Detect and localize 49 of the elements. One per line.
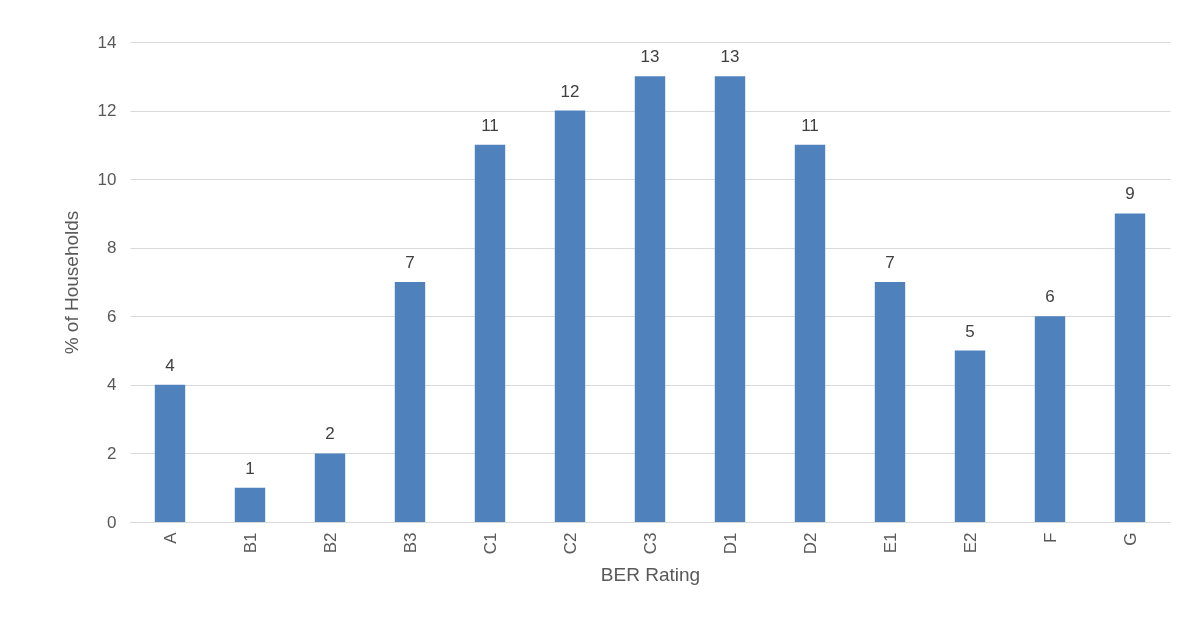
y-tick-label: 4 bbox=[107, 375, 117, 395]
bar bbox=[1034, 316, 1066, 522]
x-axis-title: BER Rating bbox=[600, 564, 701, 586]
bar bbox=[234, 487, 266, 522]
data-label: 9 bbox=[1125, 184, 1135, 204]
bar bbox=[554, 110, 586, 522]
x-tick-label: G bbox=[1120, 532, 1140, 546]
bar bbox=[154, 384, 186, 522]
data-label: 5 bbox=[965, 321, 975, 341]
x-tick-label: C1 bbox=[480, 532, 500, 555]
data-label: 1 bbox=[245, 458, 255, 478]
y-tick-label: 10 bbox=[97, 169, 117, 189]
x-tick-label: E1 bbox=[880, 532, 900, 554]
x-tick-label: E2 bbox=[960, 532, 980, 554]
data-label: 7 bbox=[405, 253, 415, 272]
bar bbox=[394, 282, 426, 522]
bar bbox=[954, 350, 986, 522]
x-tick-label: C2 bbox=[560, 532, 580, 555]
bar bbox=[714, 76, 746, 522]
data-label: 2 bbox=[325, 424, 335, 444]
x-tick-label: D2 bbox=[800, 532, 820, 555]
bar bbox=[1114, 213, 1146, 522]
y-tick-label: 8 bbox=[107, 238, 117, 258]
y-tick-label: 14 bbox=[97, 32, 117, 52]
data-label: 6 bbox=[1045, 287, 1055, 307]
x-tick-label: A bbox=[160, 531, 180, 544]
x-tick-label: B2 bbox=[320, 532, 340, 554]
x-tick-label: D1 bbox=[720, 532, 740, 555]
x-tick-label: C3 bbox=[640, 532, 660, 555]
data-label: 11 bbox=[481, 115, 499, 135]
data-label: 4 bbox=[165, 355, 175, 375]
data-label: 11 bbox=[801, 115, 819, 135]
bar bbox=[634, 76, 666, 522]
bar bbox=[314, 453, 346, 522]
bar bbox=[474, 144, 506, 522]
data-label: 12 bbox=[560, 81, 580, 101]
y-tick-label: 2 bbox=[107, 443, 117, 463]
x-tick-label: B3 bbox=[400, 532, 420, 554]
data-label: 7 bbox=[885, 253, 895, 272]
y-axis-title: % of Households bbox=[60, 210, 82, 355]
y-tick-label: 12 bbox=[97, 101, 117, 121]
data-label: 13 bbox=[640, 47, 660, 67]
y-tick-label: 6 bbox=[107, 306, 117, 326]
bar bbox=[874, 282, 906, 522]
x-tick-label: B1 bbox=[240, 532, 260, 554]
y-tick-label: 0 bbox=[107, 512, 117, 532]
bar bbox=[794, 144, 826, 522]
x-tick-label: F bbox=[1040, 532, 1060, 543]
data-label: 13 bbox=[720, 47, 740, 67]
